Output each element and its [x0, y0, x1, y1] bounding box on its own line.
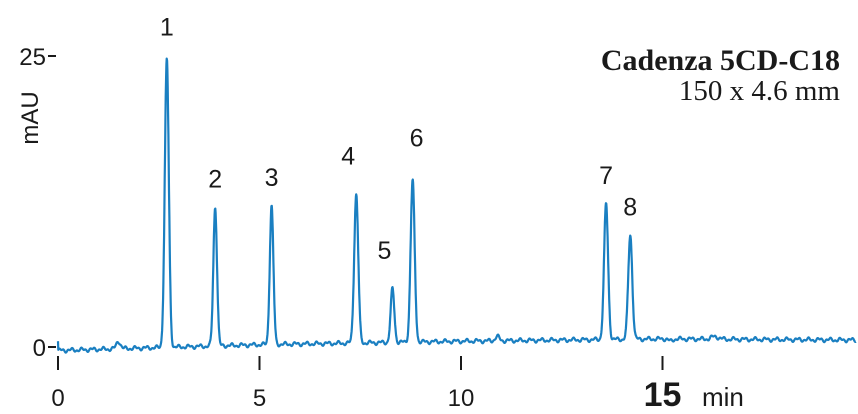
peak-label: 7	[599, 162, 613, 190]
x-axis-ticks: 0 5 10 15	[51, 356, 681, 414]
y-tick-label: 25	[19, 44, 46, 71]
x-tick-label: 5	[253, 385, 266, 412]
y-axis-ticks: 0 25	[19, 44, 56, 362]
peak-label: 6	[410, 125, 424, 153]
peak-label: 4	[341, 143, 355, 171]
x-axis-unit-label: min	[702, 382, 744, 412]
chart-subtitle: 150 x 4.6 mm	[679, 75, 841, 107]
peak-label: 1	[160, 13, 174, 41]
x-tick-label: 15	[644, 376, 682, 414]
chromatogram-trace	[56, 57, 857, 354]
peak-label: 3	[265, 164, 279, 192]
peak-labels: 1 2 3 4 5 6 78	[160, 13, 637, 264]
peak-label: 8	[623, 193, 637, 221]
y-axis-label: mAU	[17, 91, 44, 144]
x-tick-label: 0	[51, 385, 64, 412]
x-tick-label: 10	[448, 385, 475, 412]
y-tick-label: 0	[33, 335, 46, 362]
chart-title: Cadenza 5CD-C18	[601, 44, 840, 77]
peak-label: 5	[378, 237, 392, 265]
peak-label: 2	[208, 165, 222, 193]
